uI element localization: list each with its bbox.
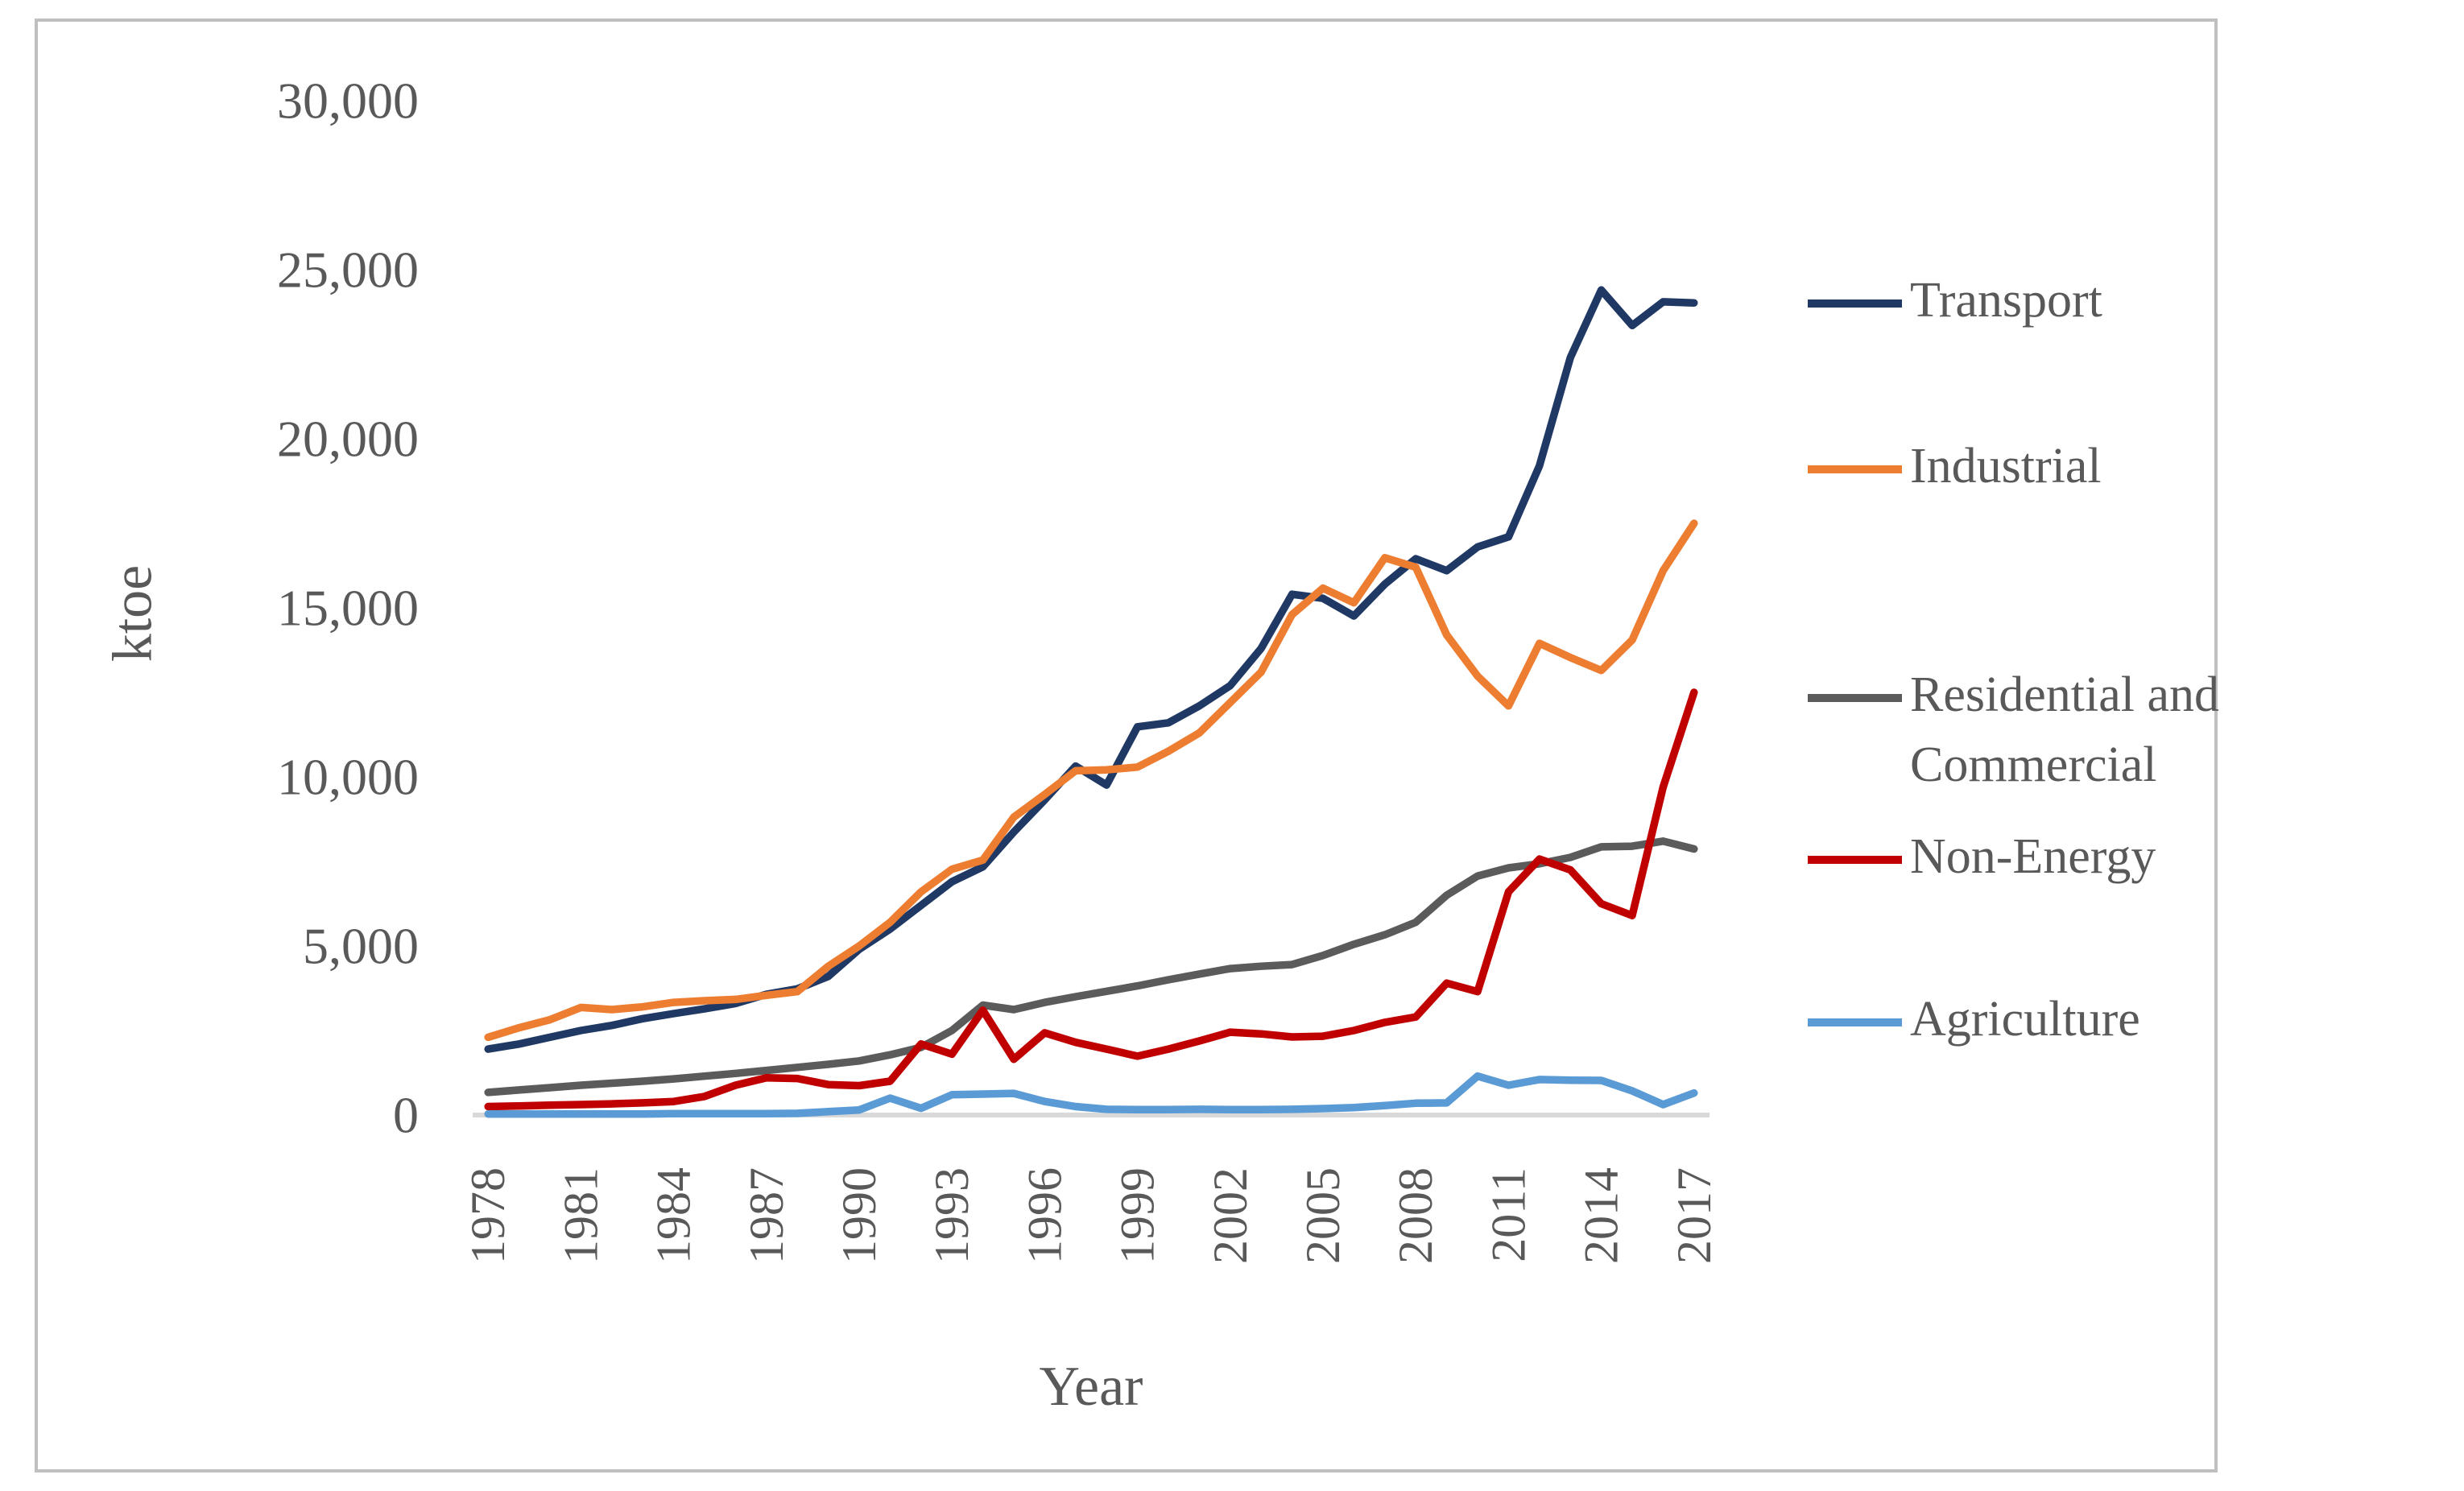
x-tick-label: 2008 (1389, 1167, 1442, 1264)
y-tick-label: 15,000 (277, 580, 419, 637)
y-tick-label: 20,000 (277, 411, 419, 468)
x-tick-label: 1981 (554, 1167, 607, 1264)
y-axis-title: ktoe (102, 565, 164, 663)
x-tick-label: 1987 (740, 1167, 793, 1264)
legend-label: Commercial (1910, 737, 2156, 792)
legend-item-industrial: Industrial (1808, 439, 2102, 494)
y-tick-label: 0 (393, 1087, 419, 1144)
y-tick-label: 5,000 (303, 918, 419, 975)
legend: Transport Industrial Residential and Commer… (1808, 273, 2219, 1047)
x-tick-label: 2014 (1575, 1167, 1628, 1264)
x-tick-label: 1996 (1018, 1167, 1071, 1264)
series-line-residential-and-commercial (484, 837, 1698, 1097)
series-lines (484, 286, 1698, 1118)
x-tick-label: 1990 (833, 1167, 886, 1264)
figure-border (35, 19, 2218, 1472)
x-tick-label: 2017 (1668, 1167, 1721, 1264)
y-tick-label: 25,000 (277, 242, 419, 299)
legend-label: Transport (1910, 273, 2102, 328)
legend-item-residential-and-commercial: Residential and Commercial (1808, 667, 2219, 792)
x-tick-label: 1999 (1111, 1167, 1164, 1264)
legend-label: Non-Energy (1910, 829, 2156, 884)
y-tick-label: 30,000 (277, 72, 419, 130)
legend-label: Industrial (1910, 439, 2102, 494)
x-tick-label: 1993 (925, 1167, 978, 1264)
series-line-industrial (484, 519, 1698, 1042)
x-tick-label: 1984 (647, 1167, 701, 1264)
series-line-agriculture (484, 1072, 1698, 1118)
x-axis-tick-labels: 1978 1981 1984 1987 1990 1993 1996 1999 2002 2005… (461, 1167, 1721, 1264)
x-tick-label: 2011 (1482, 1167, 1535, 1262)
series-line-non-energy (484, 688, 1698, 1111)
y-tick-label: 10,000 (277, 749, 419, 806)
legend-item-non-energy: Non-Energy (1808, 829, 2156, 884)
x-tick-label: 1978 (461, 1167, 515, 1264)
legend-label: Agriculture (1910, 992, 2140, 1047)
y-axis-tick-labels: 0 5,000 10,000 15,000 20,000 25,000 30,000 (277, 72, 419, 1144)
series-line-transport (484, 286, 1698, 1053)
legend-item-agriculture: Agriculture (1808, 992, 2140, 1047)
x-axis-title: Year (1040, 1356, 1143, 1418)
x-tick-label: 2002 (1204, 1167, 1257, 1264)
legend-label: Residential and (1910, 667, 2219, 722)
legend-item-transport: Transport (1808, 273, 2102, 328)
x-tick-label: 2005 (1296, 1167, 1350, 1264)
